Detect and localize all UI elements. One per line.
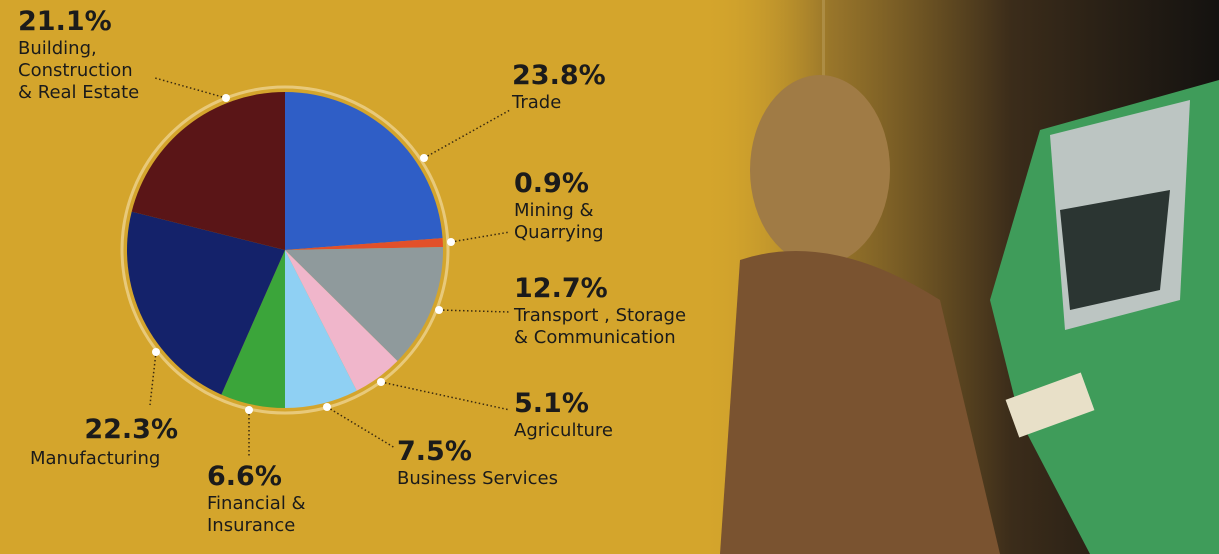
slice-label: 21.1%Building, Construction & Real Estat… — [18, 6, 139, 103]
category-label: Trade — [512, 92, 606, 114]
leader-line — [424, 110, 510, 158]
leader-dot — [222, 94, 230, 102]
value-label: 23.8% — [512, 60, 606, 92]
slice-label: 22.3%Manufacturing — [30, 414, 178, 470]
leader-dot — [323, 403, 331, 411]
slice-label: 0.9%Mining & Quarrying — [514, 168, 604, 244]
value-label: 21.1% — [18, 6, 139, 38]
value-label: 0.9% — [514, 168, 604, 200]
photo — [700, 0, 1219, 554]
leader-dot — [152, 348, 160, 356]
slice-label: 6.6%Financial & Insurance — [207, 461, 306, 537]
category-label: Financial & Insurance — [207, 493, 306, 536]
category-label: Transport , Storage & Communication — [514, 305, 686, 348]
leader-line — [451, 232, 510, 242]
leader-dot — [447, 238, 455, 246]
category-label: Manufacturing — [30, 448, 178, 470]
slice-label: 7.5%Business Services — [397, 436, 558, 490]
pie-slice — [285, 92, 443, 250]
leader-dot — [435, 306, 443, 314]
value-label: 6.6% — [207, 461, 306, 493]
slice-label: 12.7%Transport , Storage & Communication — [514, 273, 686, 349]
value-label: 5.1% — [514, 388, 613, 420]
slice-label: 5.1%Agriculture — [514, 388, 613, 442]
leader-line — [381, 382, 510, 410]
leader-dot — [377, 378, 385, 386]
value-label: 22.3% — [30, 414, 178, 446]
leader-dot — [245, 406, 253, 414]
leader-dot — [420, 154, 428, 162]
category-label: Business Services — [397, 468, 558, 490]
value-label: 7.5% — [397, 436, 558, 468]
infographic: 23.8%Trade0.9%Mining & Quarrying12.7%Tra… — [0, 0, 1219, 554]
category-label: Mining & Quarrying — [514, 200, 604, 243]
person-head — [750, 75, 890, 265]
category-label: Building, Construction & Real Estate — [18, 38, 139, 103]
leader-line — [327, 407, 395, 448]
leader-line — [150, 352, 156, 405]
leader-line — [439, 310, 510, 312]
slice-label: 23.8%Trade — [512, 60, 606, 114]
leader-line — [155, 78, 226, 98]
value-label: 12.7% — [514, 273, 686, 305]
